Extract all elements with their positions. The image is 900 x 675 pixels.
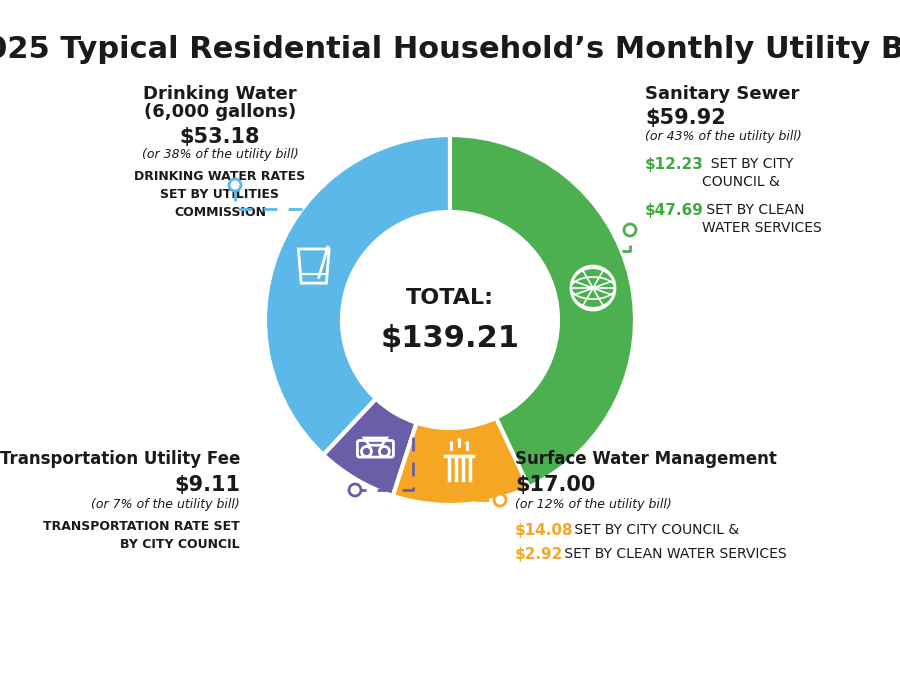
Circle shape	[457, 438, 461, 442]
Text: $59.92: $59.92	[645, 108, 725, 128]
Text: (6,000 gallons): (6,000 gallons)	[144, 103, 296, 121]
Wedge shape	[450, 135, 635, 487]
Text: TOTAL:: TOTAL:	[406, 288, 494, 308]
Text: (or 12% of the utility bill): (or 12% of the utility bill)	[515, 498, 671, 511]
Circle shape	[494, 494, 506, 506]
Text: $53.18: $53.18	[180, 127, 260, 147]
Circle shape	[349, 484, 361, 496]
Text: Drinking Water: Drinking Water	[143, 85, 297, 103]
Text: $9.11: $9.11	[174, 475, 240, 495]
Circle shape	[465, 441, 469, 446]
Text: Sanitary Sewer: Sanitary Sewer	[645, 85, 799, 103]
Text: $2.92: $2.92	[515, 547, 563, 562]
Text: TRANSPORTATION RATE SET
BY CITY COUNCIL: TRANSPORTATION RATE SET BY CITY COUNCIL	[43, 520, 240, 551]
Text: $14.08: $14.08	[515, 523, 573, 538]
Text: $47.69: $47.69	[645, 203, 704, 218]
Circle shape	[229, 179, 241, 191]
Text: 2025 Typical Residential Household’s Monthly Utility Bill: 2025 Typical Residential Household’s Mon…	[0, 35, 900, 64]
Circle shape	[342, 212, 558, 428]
Text: SET BY CITY COUNCIL &: SET BY CITY COUNCIL &	[570, 523, 739, 537]
Text: SET BY CITY
COUNCIL &: SET BY CITY COUNCIL &	[702, 157, 794, 190]
Circle shape	[449, 441, 454, 446]
Circle shape	[624, 224, 636, 236]
Wedge shape	[323, 399, 417, 496]
Text: DRINKING WATER RATES
SET BY UTILITIES
COMMISSION: DRINKING WATER RATES SET BY UTILITIES CO…	[134, 170, 306, 219]
Text: $17.00: $17.00	[515, 475, 596, 495]
Text: Transportation Utility Fee: Transportation Utility Fee	[0, 450, 240, 468]
Text: Surface Water Management: Surface Water Management	[515, 450, 777, 468]
Text: (or 7% of the utility bill): (or 7% of the utility bill)	[91, 498, 240, 511]
Text: SET BY CLEAN WATER SERVICES: SET BY CLEAN WATER SERVICES	[560, 547, 787, 561]
Text: (or 43% of the utility bill): (or 43% of the utility bill)	[645, 130, 802, 143]
Wedge shape	[392, 418, 529, 505]
Text: $12.23: $12.23	[645, 157, 704, 172]
Text: SET BY CLEAN
WATER SERVICES: SET BY CLEAN WATER SERVICES	[702, 203, 822, 236]
Text: (or 38% of the utility bill): (or 38% of the utility bill)	[141, 148, 299, 161]
Text: $139.21: $139.21	[381, 323, 519, 352]
Wedge shape	[265, 135, 450, 455]
